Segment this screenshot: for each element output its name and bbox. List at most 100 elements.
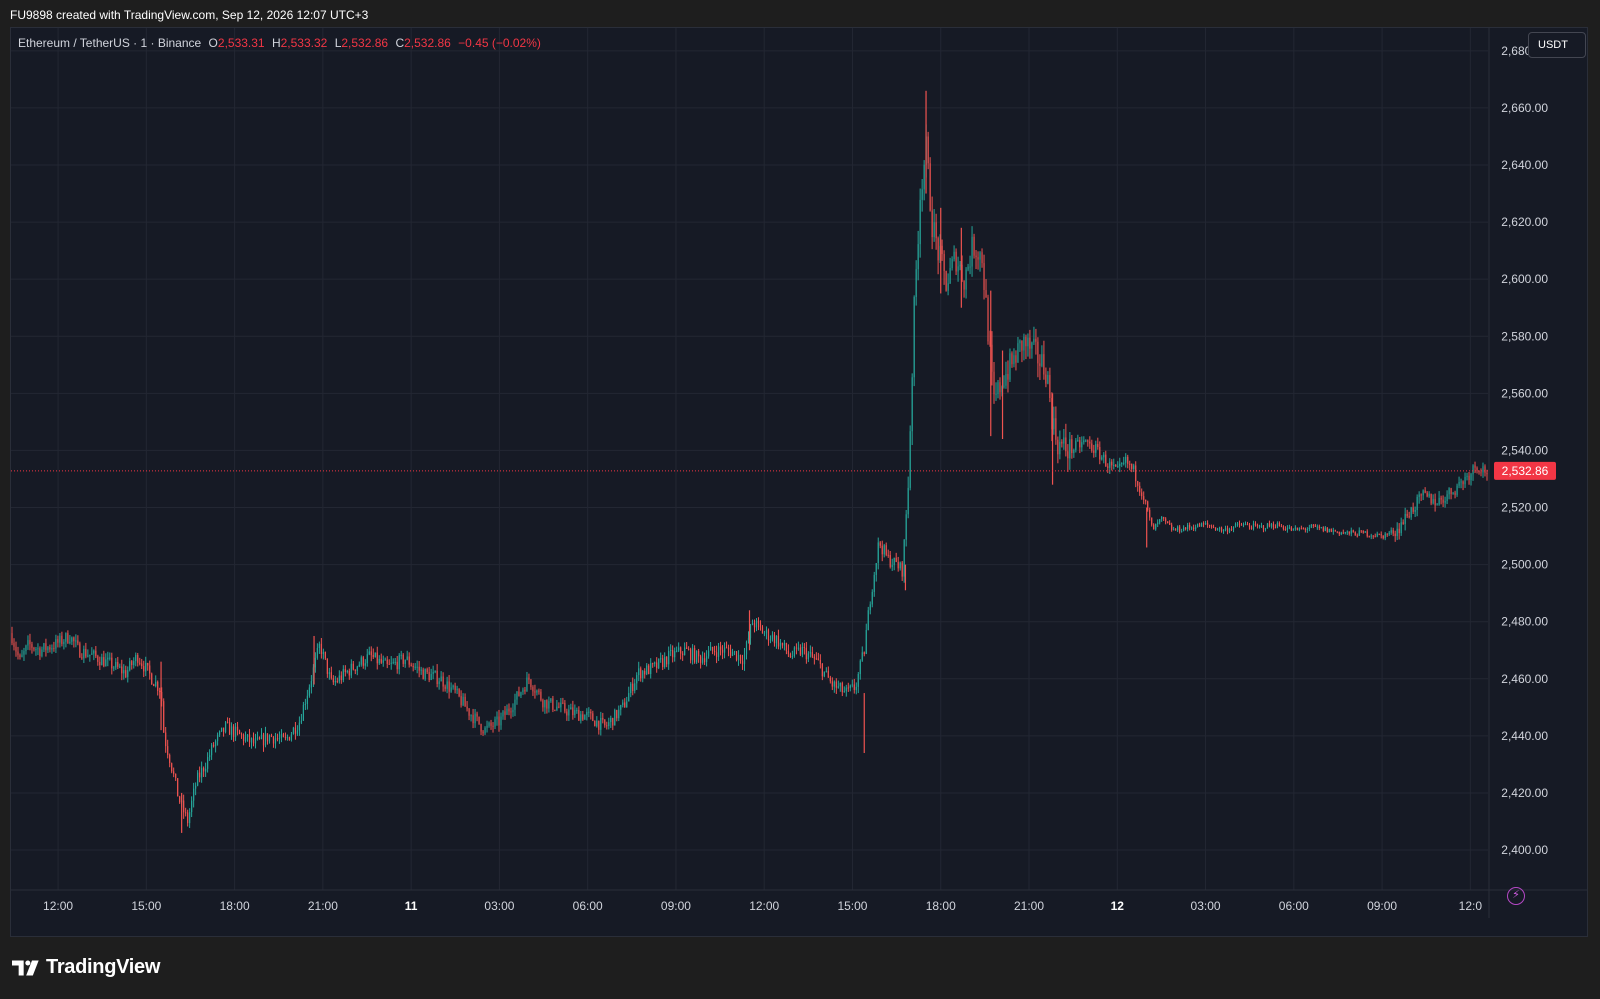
candle bbox=[488, 722, 490, 726]
candle bbox=[881, 545, 883, 555]
candle bbox=[1061, 441, 1063, 444]
candle bbox=[821, 663, 823, 677]
candle bbox=[831, 681, 833, 687]
chart-frame[interactable] bbox=[10, 27, 1588, 937]
candle bbox=[175, 773, 177, 779]
candle bbox=[500, 716, 502, 726]
candle bbox=[997, 382, 999, 395]
x-tick-label: 09:00 bbox=[661, 899, 691, 913]
candle bbox=[1057, 439, 1059, 455]
candle bbox=[985, 290, 987, 298]
candle bbox=[1039, 363, 1041, 366]
candle bbox=[382, 660, 384, 663]
candle bbox=[1109, 461, 1111, 468]
candle bbox=[258, 737, 261, 739]
currency-button[interactable]: USDT bbox=[1528, 32, 1586, 58]
lightning-icon[interactable]: ⚡ bbox=[1507, 887, 1525, 905]
low-label: L bbox=[334, 36, 342, 50]
candle bbox=[1232, 526, 1235, 530]
candle bbox=[338, 675, 340, 682]
candle bbox=[1218, 527, 1221, 530]
candle bbox=[426, 669, 428, 673]
candle bbox=[1460, 481, 1462, 483]
candle bbox=[809, 652, 811, 654]
candle bbox=[428, 672, 430, 681]
y-tick-label: 2,620.00 bbox=[1501, 215, 1548, 229]
candle bbox=[849, 685, 851, 688]
candle bbox=[598, 720, 600, 730]
candle bbox=[827, 670, 829, 678]
candle bbox=[1468, 475, 1470, 481]
y-tick-label: 2,580.00 bbox=[1501, 329, 1548, 343]
candle bbox=[999, 382, 1001, 393]
candle bbox=[212, 744, 215, 747]
symbol-name[interactable]: Ethereum / TetherUS · 1 · Binance bbox=[18, 36, 202, 50]
candle bbox=[644, 670, 646, 675]
candle bbox=[1027, 337, 1029, 347]
candle bbox=[1262, 525, 1265, 530]
candle bbox=[538, 690, 540, 692]
candle bbox=[1268, 523, 1271, 527]
candle bbox=[348, 670, 350, 676]
candle bbox=[620, 705, 622, 710]
candle bbox=[516, 691, 518, 700]
candle bbox=[847, 687, 849, 689]
candle bbox=[1093, 450, 1095, 453]
candle bbox=[61, 635, 63, 645]
candle bbox=[532, 687, 534, 692]
candle bbox=[262, 734, 265, 746]
candle bbox=[496, 716, 498, 720]
candle bbox=[187, 812, 189, 824]
candle bbox=[302, 704, 305, 721]
candle bbox=[1368, 536, 1370, 538]
candle bbox=[143, 666, 145, 672]
candle bbox=[193, 788, 195, 801]
candle bbox=[1346, 531, 1348, 533]
candle bbox=[1073, 449, 1075, 454]
tradingview-logo[interactable]: TradingView bbox=[12, 956, 160, 979]
candle bbox=[288, 737, 291, 741]
candle bbox=[1043, 354, 1045, 375]
candle bbox=[494, 719, 496, 727]
candle bbox=[1161, 516, 1163, 520]
candle bbox=[191, 800, 193, 813]
candle bbox=[813, 656, 815, 659]
candle bbox=[358, 664, 360, 667]
candle bbox=[141, 663, 143, 667]
candle bbox=[356, 666, 358, 671]
candle bbox=[1282, 526, 1285, 529]
candle bbox=[1198, 523, 1201, 527]
candle bbox=[1326, 527, 1328, 533]
candle bbox=[151, 673, 153, 685]
candle bbox=[468, 708, 470, 716]
candle bbox=[1226, 528, 1229, 532]
candle bbox=[1382, 535, 1384, 539]
y-tick-label: 2,400.00 bbox=[1501, 843, 1548, 857]
candle bbox=[1422, 490, 1424, 496]
candle bbox=[983, 263, 985, 291]
candle bbox=[1434, 499, 1436, 506]
candle bbox=[183, 800, 185, 813]
candle bbox=[1111, 461, 1113, 466]
candle bbox=[422, 669, 424, 680]
candle bbox=[1348, 531, 1350, 534]
candle bbox=[875, 563, 877, 575]
candle bbox=[438, 681, 440, 684]
candle bbox=[1222, 529, 1225, 532]
candle bbox=[1448, 488, 1450, 495]
candle bbox=[967, 266, 969, 270]
candle bbox=[676, 650, 678, 652]
high-value: 2,533.32 bbox=[280, 36, 328, 50]
candle bbox=[1280, 526, 1283, 528]
candle bbox=[608, 722, 610, 727]
candle bbox=[492, 725, 494, 727]
candle bbox=[1334, 530, 1336, 532]
candle bbox=[81, 657, 83, 659]
candle bbox=[1250, 527, 1253, 529]
candle bbox=[713, 650, 716, 653]
candle bbox=[1292, 528, 1294, 531]
candle bbox=[264, 733, 267, 746]
candle bbox=[111, 657, 113, 669]
candle bbox=[640, 668, 642, 679]
